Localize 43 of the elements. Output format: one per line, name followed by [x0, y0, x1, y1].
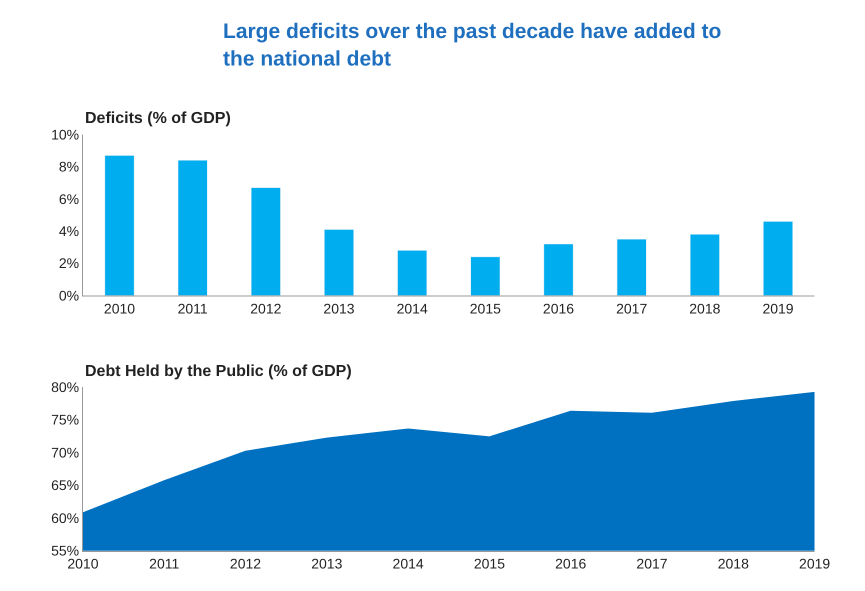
x-tick-label: 2017 [636, 556, 668, 572]
x-tick-label: 2019 [799, 556, 830, 572]
x-tick-label: 2014 [392, 556, 424, 572]
x-tick-label: 2019 [762, 300, 794, 316]
chart-title: Large deficits over the past decade have added to the national debt [223, 20, 722, 70]
x-tick-label: 2017 [616, 300, 648, 316]
y-tick-label: 8% [58, 158, 80, 175]
y-tick-label: 80% [51, 378, 80, 395]
x-tick-label: 2011 [149, 556, 180, 572]
bar [250, 187, 281, 296]
x-tick-label: 2013 [311, 556, 343, 572]
y-tick-label: 6% [58, 190, 80, 207]
bar [104, 155, 134, 296]
y-tick-label: 75% [51, 412, 80, 428]
bar [763, 221, 793, 296]
y-tick-label: 65% [51, 477, 80, 494]
x-tick-label: 2015 [474, 556, 506, 572]
bar [470, 256, 500, 296]
bar [544, 244, 574, 296]
y-tick-label: 2% [58, 255, 80, 272]
x-tick-label: 2016 [542, 300, 574, 316]
y-tick-label: 60% [51, 510, 80, 526]
y-tick-label: 10% [51, 126, 80, 142]
x-tick-label: 2013 [323, 300, 355, 316]
x-tick-label: 2018 [689, 300, 721, 316]
chart-subtitle: Deficits (% of GDP) [85, 110, 231, 127]
bar [324, 229, 354, 296]
x-tick-label: 2018 [718, 556, 750, 572]
x-tick-label: 2014 [396, 300, 428, 316]
x-tick-label: 2016 [555, 556, 586, 572]
y-tick-label: 70% [51, 444, 80, 460]
x-tick-label: 2012 [230, 556, 262, 572]
bar [616, 238, 647, 296]
bar [178, 160, 208, 296]
chart-title: Debt Held by the Public (% of GDP) [85, 363, 352, 380]
bar [690, 234, 720, 296]
bar [397, 250, 428, 296]
x-tick-label: 2010 [104, 300, 136, 316]
x-tick-label: 2011 [178, 300, 208, 316]
x-tick-label: 2015 [470, 300, 502, 316]
x-tick-label: 2012 [250, 300, 282, 316]
y-tick-label: 4% [58, 223, 80, 240]
y-tick-label: 0% [58, 287, 80, 304]
